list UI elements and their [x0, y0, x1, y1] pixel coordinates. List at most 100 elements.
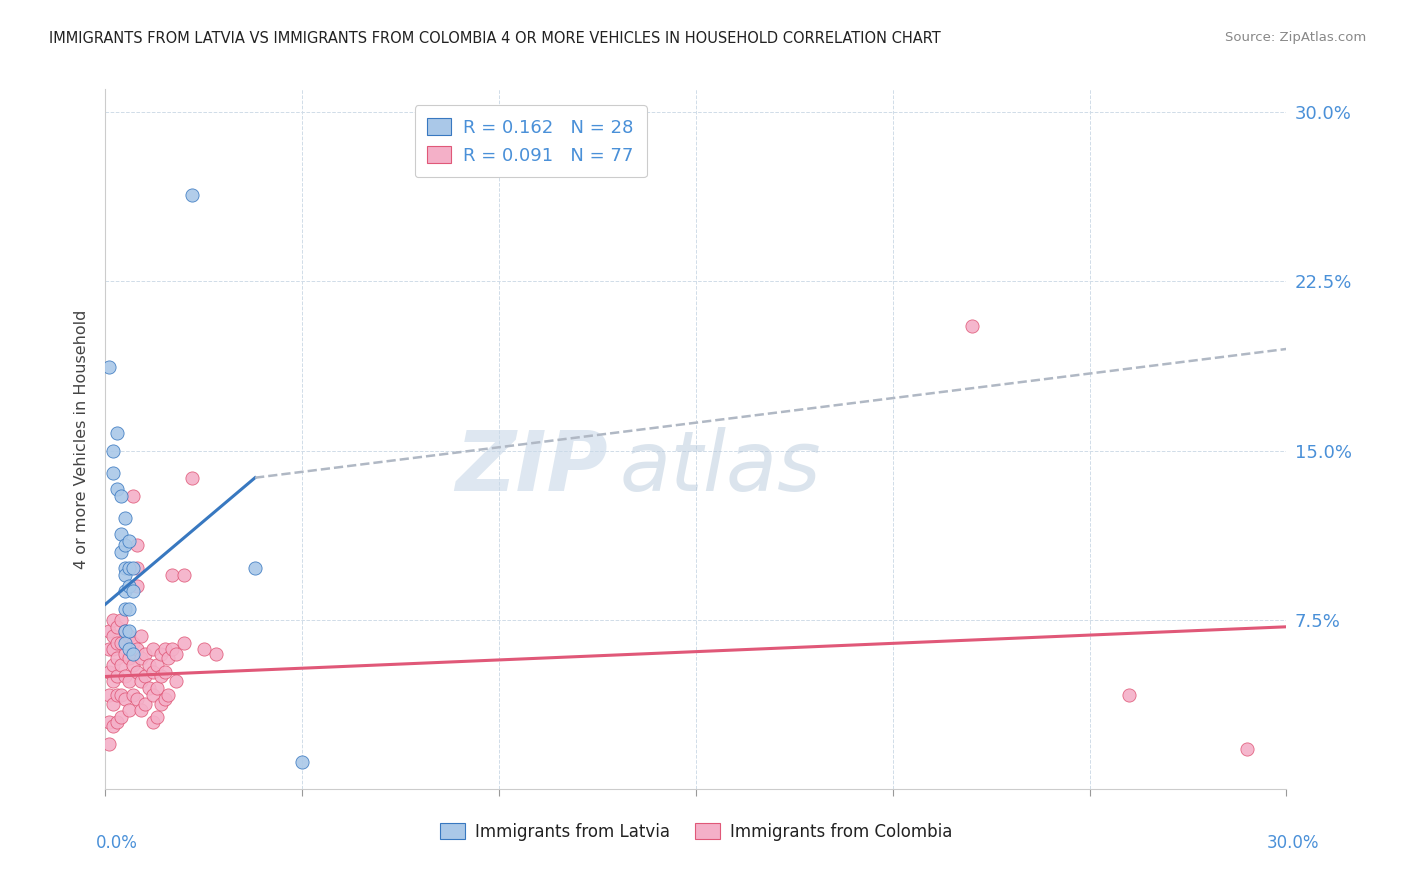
Point: [162, 567, 184, 582]
Point: [122, 583, 145, 598]
Point: [129, 651, 152, 665]
Point: [118, 629, 141, 643]
Text: IMMIGRANTS FROM LATVIA VS IMMIGRANTS FROM COLOMBIA 4 OR MORE VEHICLES IN HOUSEHO: IMMIGRANTS FROM LATVIA VS IMMIGRANTS FRO…: [49, 31, 941, 46]
Point: [98, 359, 121, 374]
Point: [122, 561, 145, 575]
Point: [110, 527, 132, 541]
Point: [105, 620, 128, 634]
Point: [110, 613, 132, 627]
Point: [114, 624, 136, 639]
Point: [110, 489, 132, 503]
Point: [114, 567, 136, 582]
Point: [145, 658, 167, 673]
Point: [98, 688, 121, 702]
Point: [134, 647, 156, 661]
Point: [181, 471, 204, 485]
Point: [103, 443, 125, 458]
Point: [125, 579, 148, 593]
Point: [149, 697, 172, 711]
Point: [243, 561, 266, 575]
Point: [153, 665, 176, 679]
Point: [114, 539, 136, 553]
Point: [110, 658, 132, 673]
Point: [110, 710, 132, 724]
Point: [114, 511, 136, 525]
Point: [125, 561, 148, 575]
Point: [129, 703, 152, 717]
Point: [103, 629, 125, 643]
Point: [145, 710, 167, 724]
Text: Source: ZipAtlas.com: Source: ZipAtlas.com: [1226, 31, 1367, 45]
Point: [103, 642, 125, 657]
Point: [157, 688, 180, 702]
Point: [149, 647, 172, 661]
Point: [105, 714, 128, 729]
Point: [153, 642, 176, 657]
Point: [193, 642, 215, 657]
Point: [125, 539, 148, 553]
Point: [125, 692, 148, 706]
Point: [105, 425, 128, 440]
Point: [98, 665, 121, 679]
Point: [98, 642, 121, 657]
Point: [181, 188, 204, 202]
Text: atlas: atlas: [619, 426, 821, 508]
Point: [118, 651, 141, 665]
Point: [142, 688, 165, 702]
Point: [142, 665, 165, 679]
Text: 30.0%: 30.0%: [1267, 834, 1319, 852]
Point: [103, 719, 125, 733]
Point: [114, 601, 136, 615]
Point: [103, 697, 125, 711]
Point: [204, 647, 226, 661]
Point: [129, 673, 152, 688]
Point: [98, 737, 121, 751]
Point: [98, 624, 121, 639]
Point: [118, 579, 141, 593]
Point: [118, 601, 141, 615]
Point: [103, 466, 125, 480]
Point: [114, 583, 136, 598]
Point: [138, 658, 160, 673]
Point: [118, 561, 141, 575]
Point: [157, 651, 180, 665]
Point: [110, 545, 132, 559]
Point: [114, 692, 136, 706]
Point: [145, 681, 167, 695]
Point: [134, 669, 156, 683]
Point: [118, 624, 141, 639]
Point: [1118, 688, 1140, 702]
Point: [165, 647, 187, 661]
Point: [105, 635, 128, 649]
Point: [122, 635, 145, 649]
Point: [122, 647, 145, 661]
Point: [173, 567, 195, 582]
Point: [105, 669, 128, 683]
Point: [129, 629, 152, 643]
Point: [118, 642, 141, 657]
Point: [114, 635, 136, 649]
Point: [114, 561, 136, 575]
Point: [110, 635, 132, 649]
Point: [153, 692, 176, 706]
Point: [122, 688, 145, 702]
Point: [105, 651, 128, 665]
Point: [165, 673, 187, 688]
Point: [110, 688, 132, 702]
Text: 0.0%: 0.0%: [96, 834, 138, 852]
Point: [142, 714, 165, 729]
Point: [1236, 741, 1258, 756]
Point: [114, 624, 136, 639]
Point: [118, 673, 141, 688]
Point: [134, 697, 156, 711]
Legend: Immigrants from Latvia, Immigrants from Colombia: Immigrants from Latvia, Immigrants from …: [433, 816, 959, 847]
Point: [114, 669, 136, 683]
Point: [105, 482, 128, 496]
Point: [125, 642, 148, 657]
Text: ZIP: ZIP: [454, 426, 607, 508]
Point: [103, 673, 125, 688]
Point: [149, 669, 172, 683]
Point: [138, 681, 160, 695]
Y-axis label: 4 or more Vehicles in Household: 4 or more Vehicles in Household: [75, 310, 90, 569]
Point: [118, 703, 141, 717]
